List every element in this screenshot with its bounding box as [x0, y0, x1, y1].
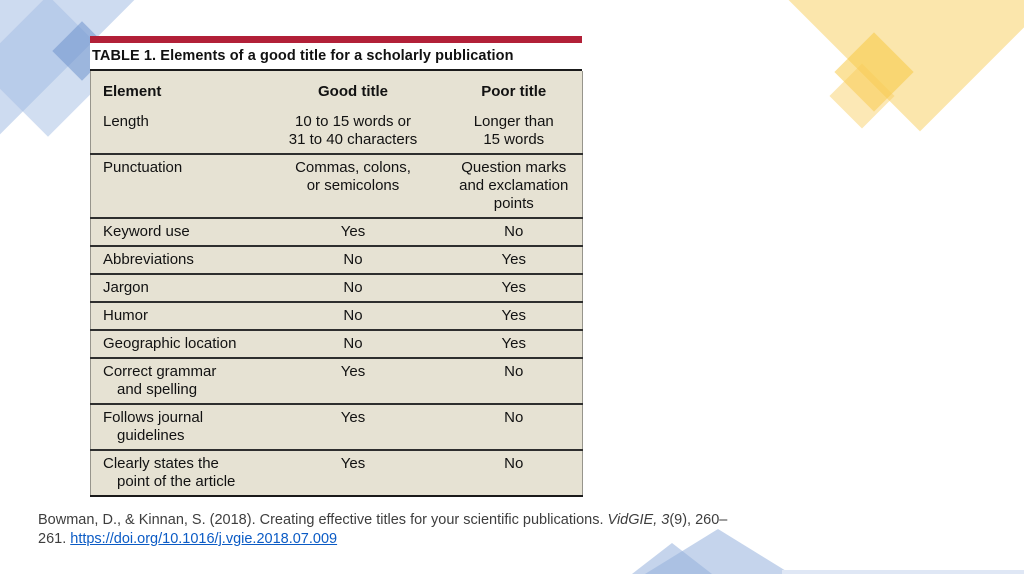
cell-line: Yes	[340, 455, 366, 472]
table-row: Abbreviations No Yes	[90, 245, 583, 274]
table-row: Length 10 to 15 words or 31 to 40 characte…	[91, 109, 583, 154]
citation-line-1: Bowman, D., & Kinnan, S. (2018). Creatin…	[38, 511, 798, 530]
cell-good: Yes	[260, 449, 446, 496]
cell-good: Commas, colons, or semicolons	[260, 153, 446, 218]
table-row: Jargon No Yes	[90, 273, 583, 302]
cell-element: Jargon	[90, 273, 261, 302]
cell-good: No	[260, 329, 446, 358]
cell-line: Yes	[340, 363, 366, 380]
cell-line: Abbreviations	[103, 251, 194, 268]
cell-element: Clearly states the point of the article	[90, 449, 261, 496]
table-row: Punctuation Commas, colons, or semicolons Q…	[90, 153, 583, 218]
cell-good: Yes	[260, 403, 446, 450]
cell-good: Yes	[260, 357, 446, 404]
cell-line: 31 to 40 characters	[288, 131, 418, 148]
citation-text: Bowman, D., & Kinnan, S. (2018). Creatin…	[38, 512, 608, 528]
cell-line: No	[343, 335, 363, 352]
cell-poor: Yes	[445, 245, 583, 274]
cell-line: and spelling	[117, 381, 198, 398]
citation-journal-italic: VidGIE, 3	[607, 512, 670, 528]
column-header-poor-title: Poor title	[481, 83, 547, 100]
cell-line: Commas, colons,	[295, 159, 411, 176]
decor-triangle-blue-large	[645, 529, 791, 574]
cell-line: Yes	[340, 409, 366, 426]
cell-line: No	[504, 223, 524, 240]
table-row: Keyword use Yes No	[90, 217, 583, 246]
cell-line: and exclamation	[459, 177, 569, 194]
table-header-row: Element Good title Poor title	[91, 71, 583, 109]
citation-page-continued: 261.	[38, 531, 71, 547]
cell-line: No	[504, 363, 524, 380]
cell-line: No	[343, 279, 363, 296]
cell-element: Humor	[90, 301, 261, 330]
cell-element: Follows journal guidelines	[90, 403, 261, 450]
citation: Bowman, D., & Kinnan, S. (2018). Creatin…	[38, 511, 798, 549]
cell-line: 10 to 15 words or	[295, 113, 411, 130]
cell-line: Yes	[501, 335, 526, 352]
cell-poor: No	[445, 357, 583, 404]
cell-line: Geographic location	[103, 335, 237, 352]
decor-bottom-strip	[782, 570, 1024, 574]
cell-line: Length	[103, 113, 149, 130]
cell-element: Length	[91, 109, 261, 154]
cell-line: Yes	[501, 307, 526, 324]
cell-line: Punctuation	[103, 159, 183, 176]
cell-line: No	[343, 307, 363, 324]
table-row: Humor No Yes	[90, 301, 583, 330]
table-row: Follows journal guidelines Yes No	[90, 403, 583, 450]
table-container: TABLE 1. Elements of a good title for a …	[90, 36, 583, 497]
cell-element: Abbreviations	[90, 245, 261, 274]
column-header-good-title: Good title	[318, 83, 388, 100]
cell-good: No	[260, 301, 446, 330]
cell-good: Yes	[260, 217, 446, 246]
cell-line: or semicolons	[306, 177, 400, 194]
cell-line: Humor	[103, 307, 149, 324]
cell-line: Yes	[501, 279, 526, 296]
cell-line: Question marks	[461, 159, 567, 176]
cell-line: point of the article	[117, 473, 236, 490]
table-row: Clearly states the point of the article Ye…	[90, 449, 583, 496]
cell-poor: Longer than 15 words	[446, 109, 583, 154]
cell-element: Correct grammar and spelling	[90, 357, 261, 404]
cell-poor: Question marks and exclamation points	[445, 153, 583, 218]
cell-line: No	[504, 455, 524, 472]
column-header-element: Element	[103, 83, 162, 100]
cell-poor: No	[445, 449, 583, 496]
table-accent-bar	[90, 36, 582, 43]
cell-line: points	[493, 195, 534, 212]
cell-poor: No	[445, 403, 583, 450]
cell-poor: Yes	[445, 273, 583, 302]
cell-line: Follows journal	[103, 409, 204, 426]
cell-poor: No	[445, 217, 583, 246]
cell-good: No	[260, 273, 446, 302]
citation-line-2: 261. https://doi.org/10.1016/j.vgie.2018…	[38, 530, 798, 549]
cell-line: Correct grammar	[103, 363, 217, 380]
cell-line: Yes	[340, 223, 366, 240]
cell-good: No	[260, 245, 446, 274]
table-body: Length 10 to 15 words or 31 to 40 characte…	[90, 109, 583, 496]
cell-line: Jargon	[103, 279, 149, 296]
table-title: TABLE 1. Elements of a good title for a …	[90, 43, 582, 71]
cell-line: Yes	[501, 251, 526, 268]
cell-line: Longer than	[473, 113, 554, 130]
cell-line: 15 words	[483, 131, 545, 148]
data-table: Element Good title Poor title Length 10 t…	[90, 71, 583, 497]
cell-line: guidelines	[117, 427, 185, 444]
doi-link[interactable]: https://doi.org/10.1016/j.vgie.2018.07.0…	[70, 531, 338, 547]
cell-line: No	[504, 409, 524, 426]
cell-line: No	[343, 251, 363, 268]
cell-poor: Yes	[445, 329, 583, 358]
cell-line: Clearly states the	[103, 455, 219, 472]
cell-element: Punctuation	[90, 153, 261, 218]
cell-poor: Yes	[445, 301, 583, 330]
citation-issue-pages: (9), 260–	[669, 512, 728, 528]
cell-good: 10 to 15 words or 31 to 40 characters	[261, 109, 446, 154]
table-row: Correct grammar and spelling Yes No	[90, 357, 583, 404]
cell-line: Keyword use	[103, 223, 190, 240]
table-row: Geographic location No Yes	[90, 329, 583, 358]
cell-element: Geographic location	[90, 329, 261, 358]
cell-element: Keyword use	[90, 217, 261, 246]
